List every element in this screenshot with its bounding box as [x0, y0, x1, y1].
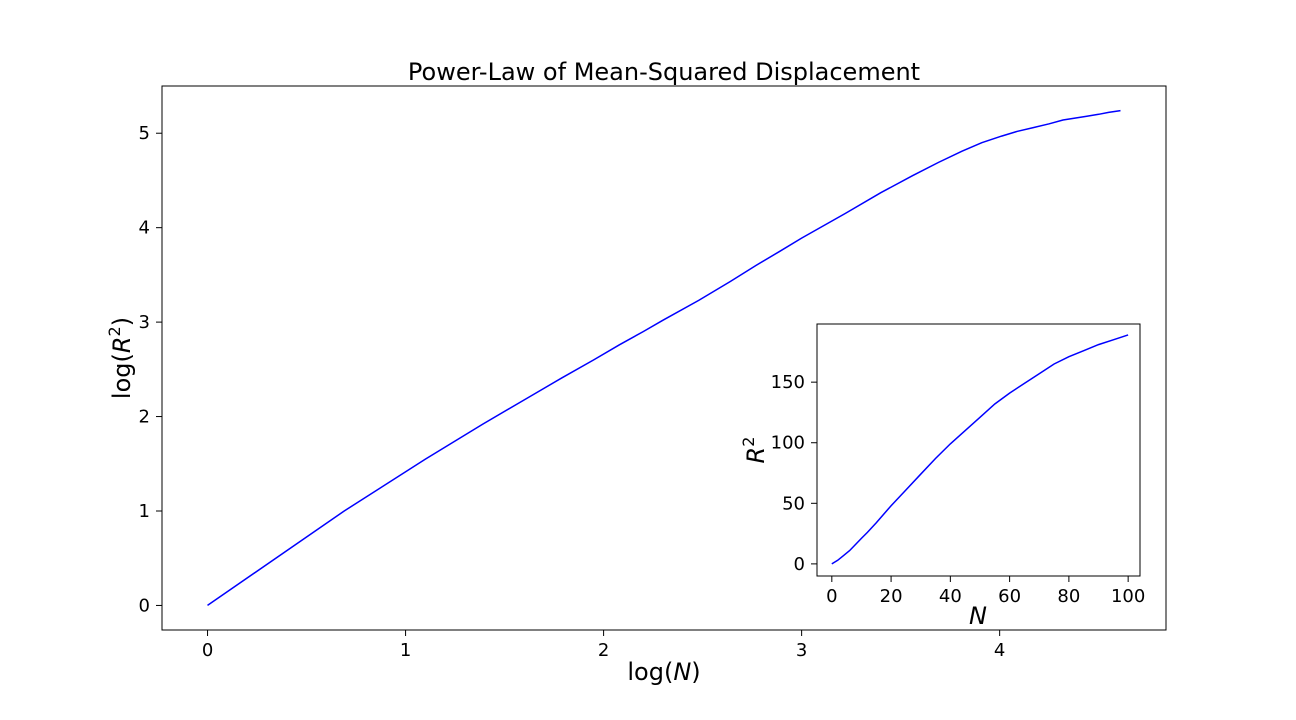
main-series-group — [207, 109, 1121, 607]
main-x-tick-label: 0 — [202, 640, 213, 661]
inset-y-axis-label: R2 — [739, 437, 770, 464]
main-plot-frame — [161, 85, 1167, 631]
main-x-tick-label: 2 — [598, 640, 609, 661]
main-y-axis-label-suffix: ) — [108, 317, 136, 326]
main-y-axis-label-prefix: log( — [108, 353, 136, 399]
main-y-axis-label-exponent: 2 — [105, 326, 124, 336]
main-y-tick-label: 0 — [139, 595, 150, 616]
inset-y-tick-label: 0 — [794, 554, 805, 575]
inset-y-tick-label: 50 — [782, 493, 805, 514]
main-x-tick-label: 4 — [994, 640, 1005, 661]
main-y-tick-label: 5 — [139, 123, 150, 144]
inset-plot: 0 20 40 60 80 100 0 50 100 150 N R2 — [739, 323, 1145, 630]
main-y-axis-label-var: R — [108, 336, 136, 353]
main-x-axis-label-suffix: ) — [691, 658, 700, 686]
inset-x-tick-label: 60 — [998, 586, 1021, 607]
inset-x-axis-label: N — [969, 602, 987, 630]
main-series-line-0 — [207, 109, 1121, 607]
inset-x-tick-label: 80 — [1057, 586, 1080, 607]
main-chart-title: Power-Law of Mean-Squared Displacement — [408, 58, 920, 86]
inset-x-tick-label: 100 — [1111, 586, 1145, 607]
main-y-tick-label: 3 — [139, 312, 150, 333]
main-plot: Power-Law of Mean-Squared Displacement 0… — [105, 58, 1167, 686]
main-x-axis-label: log(N) — [627, 658, 700, 686]
inset-plot-frame — [816, 323, 1141, 577]
main-x-ticks: 0 1 2 3 4 — [202, 630, 1005, 661]
main-x-axis-label-var: N — [673, 658, 691, 686]
inset-series-line-0 — [831, 334, 1129, 565]
inset-y-axis-label-exponent: 2 — [739, 437, 758, 447]
main-x-tick-label: 1 — [400, 640, 411, 661]
inset-y-ticks: 0 50 100 150 — [771, 372, 817, 575]
inset-x-ticks: 0 20 40 60 80 100 — [826, 576, 1145, 607]
inset-x-tick-label: 40 — [939, 586, 962, 607]
main-y-tick-label: 1 — [139, 501, 150, 522]
inset-y-axis-label-var: R — [742, 447, 770, 464]
main-y-tick-label: 2 — [139, 407, 150, 428]
inset-background — [817, 324, 1140, 576]
main-x-tick-label: 3 — [796, 640, 807, 661]
inset-y-tick-label: 100 — [771, 433, 805, 454]
inset-y-tick-label: 150 — [771, 372, 805, 393]
inset-x-tick-label: 0 — [826, 586, 837, 607]
inset-x-tick-label: 20 — [880, 586, 903, 607]
main-y-ticks: 0 1 2 3 4 5 — [139, 123, 162, 616]
main-y-tick-label: 4 — [139, 218, 150, 239]
main-x-axis-label-prefix: log( — [627, 658, 673, 686]
main-y-axis-label: log(R2) — [105, 317, 136, 399]
inset-series-group — [831, 334, 1129, 565]
inset-x-axis-label-var: N — [969, 602, 987, 630]
